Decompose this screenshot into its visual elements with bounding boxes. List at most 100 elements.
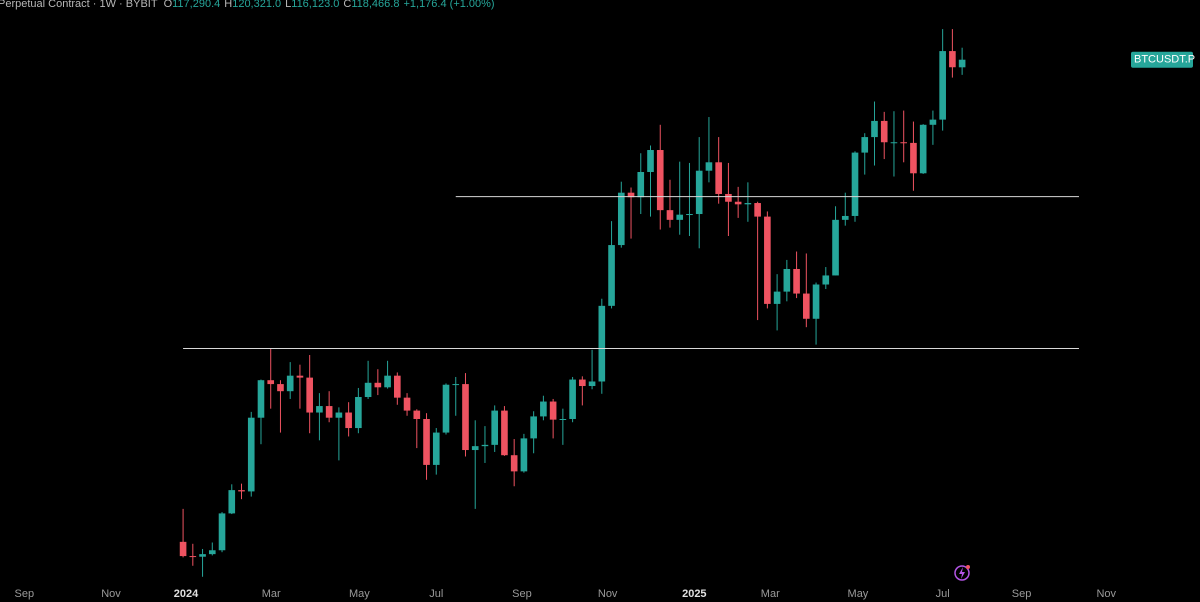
- x-tick-label: 2025: [682, 588, 706, 600]
- x-tick-label: 2024: [174, 588, 199, 600]
- candle-body: [374, 382, 382, 388]
- candle-body: [832, 219, 839, 276]
- candle-body: [637, 171, 645, 198]
- candle-body: [559, 418, 567, 420]
- candle-body: [179, 541, 187, 557]
- candle-body: [841, 215, 849, 220]
- candle-body: [208, 550, 216, 555]
- candle-body: [822, 275, 830, 285]
- candle-body: [452, 384, 460, 386]
- candle-body: [510, 455, 518, 472]
- candle-body: [296, 375, 304, 378]
- x-tick-label: Sep: [512, 588, 532, 600]
- candle-body: [569, 379, 576, 419]
- candle-body: [481, 444, 489, 447]
- candle-body: [627, 192, 635, 198]
- x-tick-label: Nov: [101, 588, 121, 600]
- candle-body: [364, 382, 372, 398]
- candle-body: [890, 142, 898, 144]
- candle-body: [812, 284, 820, 319]
- candle-body: [588, 381, 596, 387]
- candle-body: [764, 216, 771, 304]
- price-tag: [1131, 51, 1193, 68]
- candle-body: [423, 418, 430, 465]
- price-tag-label: BTCUSDT.P: [1134, 54, 1195, 66]
- candle-body: [394, 375, 401, 398]
- x-tick-label: Sep: [15, 588, 35, 600]
- candle-body: [199, 554, 206, 557]
- candle-body: [549, 401, 557, 420]
- header: Perpetual Contract · 1W · BYBIT O 117,290…: [0, 0, 495, 10]
- x-tick-label: Sep: [1012, 588, 1032, 600]
- x-tick-label: Nov: [598, 588, 618, 600]
- candle-body: [686, 214, 693, 216]
- x-tick-label: Jul: [936, 588, 950, 600]
- candle-body: [676, 214, 684, 220]
- candle-body: [851, 152, 859, 216]
- candle-body: [647, 150, 654, 172]
- candle-body: [238, 490, 245, 492]
- candle-body: [530, 416, 537, 439]
- header-value: 120,321.0: [232, 0, 281, 10]
- candle-body: [910, 142, 917, 174]
- candle-body: [705, 162, 713, 171]
- candle-body: [900, 142, 908, 144]
- candle-body: [442, 384, 450, 433]
- candles: [179, 29, 966, 577]
- x-tick-label: May: [349, 588, 370, 600]
- header-key: H: [224, 0, 232, 10]
- candle-body: [335, 412, 343, 418]
- candle-body: [403, 397, 411, 411]
- candle-body: [355, 397, 362, 429]
- header-key: C: [343, 0, 351, 10]
- candle-body: [267, 380, 275, 385]
- candle-body: [316, 406, 323, 413]
- candle-body: [695, 170, 703, 215]
- candle-body: [325, 406, 333, 418]
- candle-body: [501, 410, 508, 456]
- candle-body: [277, 384, 284, 392]
- x-tick-label: Jul: [429, 588, 443, 600]
- header-key: L: [285, 0, 291, 10]
- candle-body: [413, 410, 421, 419]
- lightning-icon: [954, 565, 970, 581]
- candle-body: [257, 380, 265, 418]
- candle-body: [189, 556, 197, 558]
- candle-body: [462, 384, 469, 451]
- candle-body: [861, 137, 869, 153]
- candle-body: [919, 124, 927, 174]
- header-title: Perpetual Contract · 1W · BYBIT: [0, 0, 158, 10]
- header-value: 117,290.4: [172, 0, 220, 10]
- candle-body: [286, 375, 294, 392]
- candle-body: [218, 513, 226, 551]
- candle-body: [598, 305, 606, 382]
- candle-body: [656, 150, 664, 211]
- candle-body: [432, 432, 440, 465]
- header-change: +1,176.4 (+1.00%): [403, 0, 494, 10]
- candle-body: [540, 401, 547, 417]
- header-value: 118,466.8: [351, 0, 399, 10]
- candle-body: [939, 51, 946, 120]
- candle-body: [734, 201, 742, 205]
- candle-body: [608, 245, 615, 306]
- candle-body: [384, 375, 391, 388]
- x-tick-label: May: [848, 588, 869, 600]
- candle-body: [803, 293, 810, 319]
- header-key: O: [164, 0, 173, 10]
- candle-body: [880, 120, 888, 143]
- candle-body: [228, 490, 236, 514]
- x-tick-label: Mar: [262, 588, 281, 600]
- candle-body: [520, 438, 528, 472]
- candle-body: [666, 210, 674, 220]
- candle-body: [306, 377, 313, 413]
- candle-body: [617, 192, 625, 246]
- candle-body: [949, 51, 956, 68]
- candle-body: [871, 120, 878, 138]
- candle-body: [471, 446, 479, 451]
- header-value: 116,123.0: [291, 0, 339, 10]
- candle-body: [345, 412, 352, 429]
- candle-body: [929, 119, 937, 125]
- candle-body: [958, 59, 966, 68]
